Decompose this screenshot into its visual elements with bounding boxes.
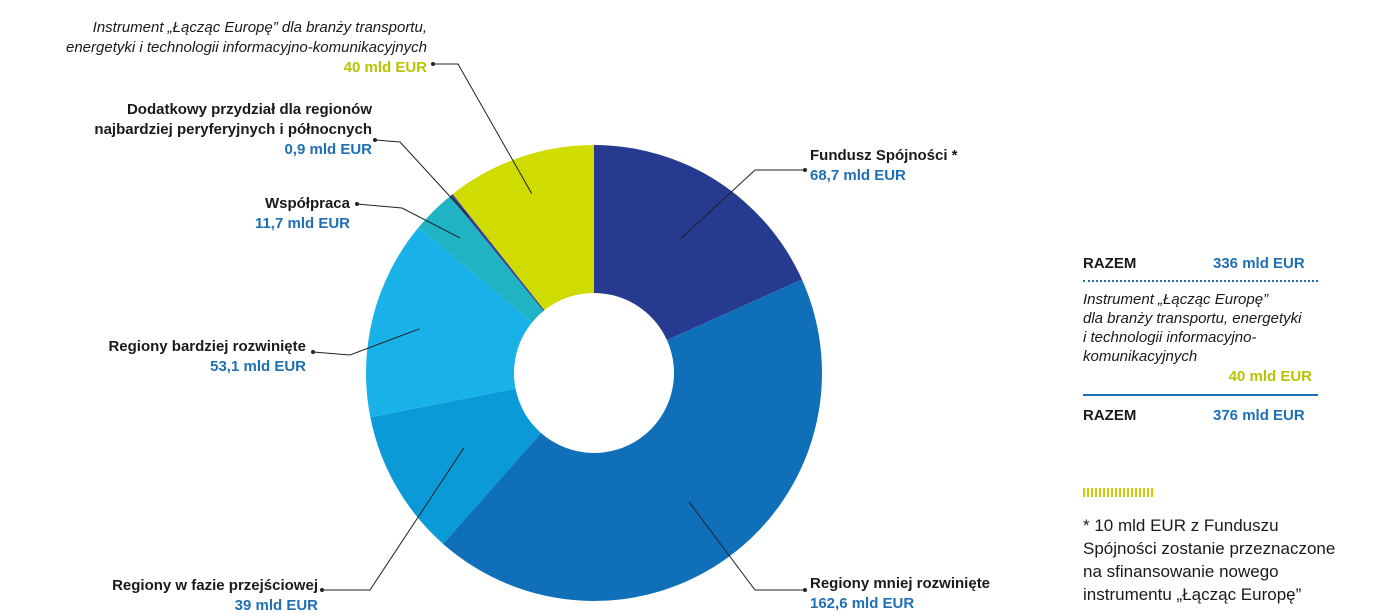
summary-cef-line-2: dla branży transportu, energetyki	[1083, 310, 1302, 327]
summary-cef-value: 40 mld EUR	[1228, 368, 1312, 385]
footnote-line-1: * 10 mld EUR z Funduszu	[1083, 516, 1279, 535]
total-1-label: RAZEM	[1083, 254, 1137, 272]
total-row-2: RAZEM 376 mld EUR	[1083, 400, 1318, 430]
leader-dot	[803, 588, 807, 592]
leader-line	[688, 501, 805, 591]
total-1-value: 336 mld EUR	[1213, 254, 1305, 272]
leader-line	[356, 203, 461, 239]
label-more-developed: Regiony bardziej rozwinięte 53,1 mld EUR	[108, 337, 306, 377]
leader-dot	[311, 350, 315, 354]
label-transition-value: 39 mld EUR	[234, 597, 318, 614]
label-cooperation-name: Współpraca	[264, 195, 350, 212]
label-cef-name-1: Instrument „Łącząc Europę” dla branży tr…	[92, 19, 427, 36]
label-cohesion-fund-value: 68,7 mld EUR	[810, 167, 906, 184]
label-more-developed-value: 53,1 mld EUR	[210, 358, 306, 375]
solid-divider	[1083, 394, 1318, 396]
slice-peripheral	[450, 194, 545, 311]
leader-line	[312, 328, 420, 356]
label-less-developed-name: Regiony mniej rozwinięte	[810, 575, 991, 592]
label-cohesion-fund-name: Fundusz Spójności *	[810, 147, 958, 164]
slice-less-developed	[443, 279, 822, 602]
summary-cef-description: Instrument „Łącząc Europę” dla branży tr…	[1083, 290, 1318, 366]
summary-cef-line-1: Instrument „Łącząc Europę”	[1083, 291, 1269, 308]
slice-more-developed	[366, 227, 533, 418]
label-cooperation-value: 11,7 mld EUR	[254, 215, 350, 232]
slice-transition	[370, 388, 542, 544]
footnote-line-2: Spójności zostanie przeznaczone	[1083, 539, 1336, 558]
summary-panel: RAZEM 336 mld EUR Instrument „Łącząc Eur…	[1083, 248, 1318, 430]
label-peripheral-name-1: Dodatkowy przydział dla regionów	[126, 101, 372, 118]
summary-cef-line-3: i technologii informacyjno-	[1083, 329, 1257, 346]
summary-cef-line-4: komunikacyjnych	[1083, 348, 1198, 365]
leader-line	[680, 169, 805, 240]
label-peripheral-value: 0,9 mld EUR	[284, 141, 372, 158]
label-less-developed: Regiony mniej rozwinięte 162,6 mld EUR	[810, 574, 990, 614]
label-cohesion-fund: Fundusz Spójności * 68,7 mld EUR	[810, 146, 958, 186]
label-cef: Instrument „Łącząc Europę” dla branży tr…	[66, 18, 427, 78]
leader-dot	[431, 62, 435, 66]
slice-cohesion-fund	[594, 145, 802, 341]
label-less-developed-value: 162,6 mld EUR	[810, 595, 915, 612]
leader-dot	[803, 168, 807, 172]
hatch-decoration	[1083, 488, 1155, 497]
footnote-line-4: instrumentu „Łącząc Europę”	[1083, 585, 1302, 604]
footnote: * 10 mld EUR z Funduszu Spójności zostan…	[1083, 514, 1376, 606]
total-2-label: RAZEM	[1083, 406, 1137, 424]
label-transition-name: Regiony w fazie przejściowej	[112, 577, 318, 594]
leader-line	[322, 447, 465, 591]
label-more-developed-name: Regiony bardziej rozwinięte	[108, 338, 306, 355]
leader-dot	[320, 588, 324, 592]
label-cooperation: Współpraca 11,7 mld EUR	[255, 194, 350, 234]
total-2-value: 376 mld EUR	[1213, 406, 1305, 424]
label-peripheral-name-2: najbardziej peryferyjnych i północnych	[94, 121, 372, 138]
leader-dot	[373, 138, 377, 142]
total-row-1: RAZEM 336 mld EUR	[1083, 248, 1318, 278]
dotted-divider	[1083, 280, 1318, 282]
label-cef-name-2: energetyki i technologii informacyjno-ko…	[65, 39, 427, 56]
leader-line	[374, 139, 470, 218]
label-cef-value: 40 mld EUR	[343, 59, 427, 76]
slice-cef	[452, 145, 594, 311]
slice-cooperation	[418, 196, 544, 322]
label-transition: Regiony w fazie przejściowej 39 mld EUR	[112, 576, 318, 616]
leader-dot	[355, 202, 359, 206]
leader-line	[433, 63, 533, 194]
label-peripheral: Dodatkowy przydział dla regionów najbard…	[94, 100, 372, 160]
footnote-line-3: na sfinansowanie nowego	[1083, 562, 1279, 581]
